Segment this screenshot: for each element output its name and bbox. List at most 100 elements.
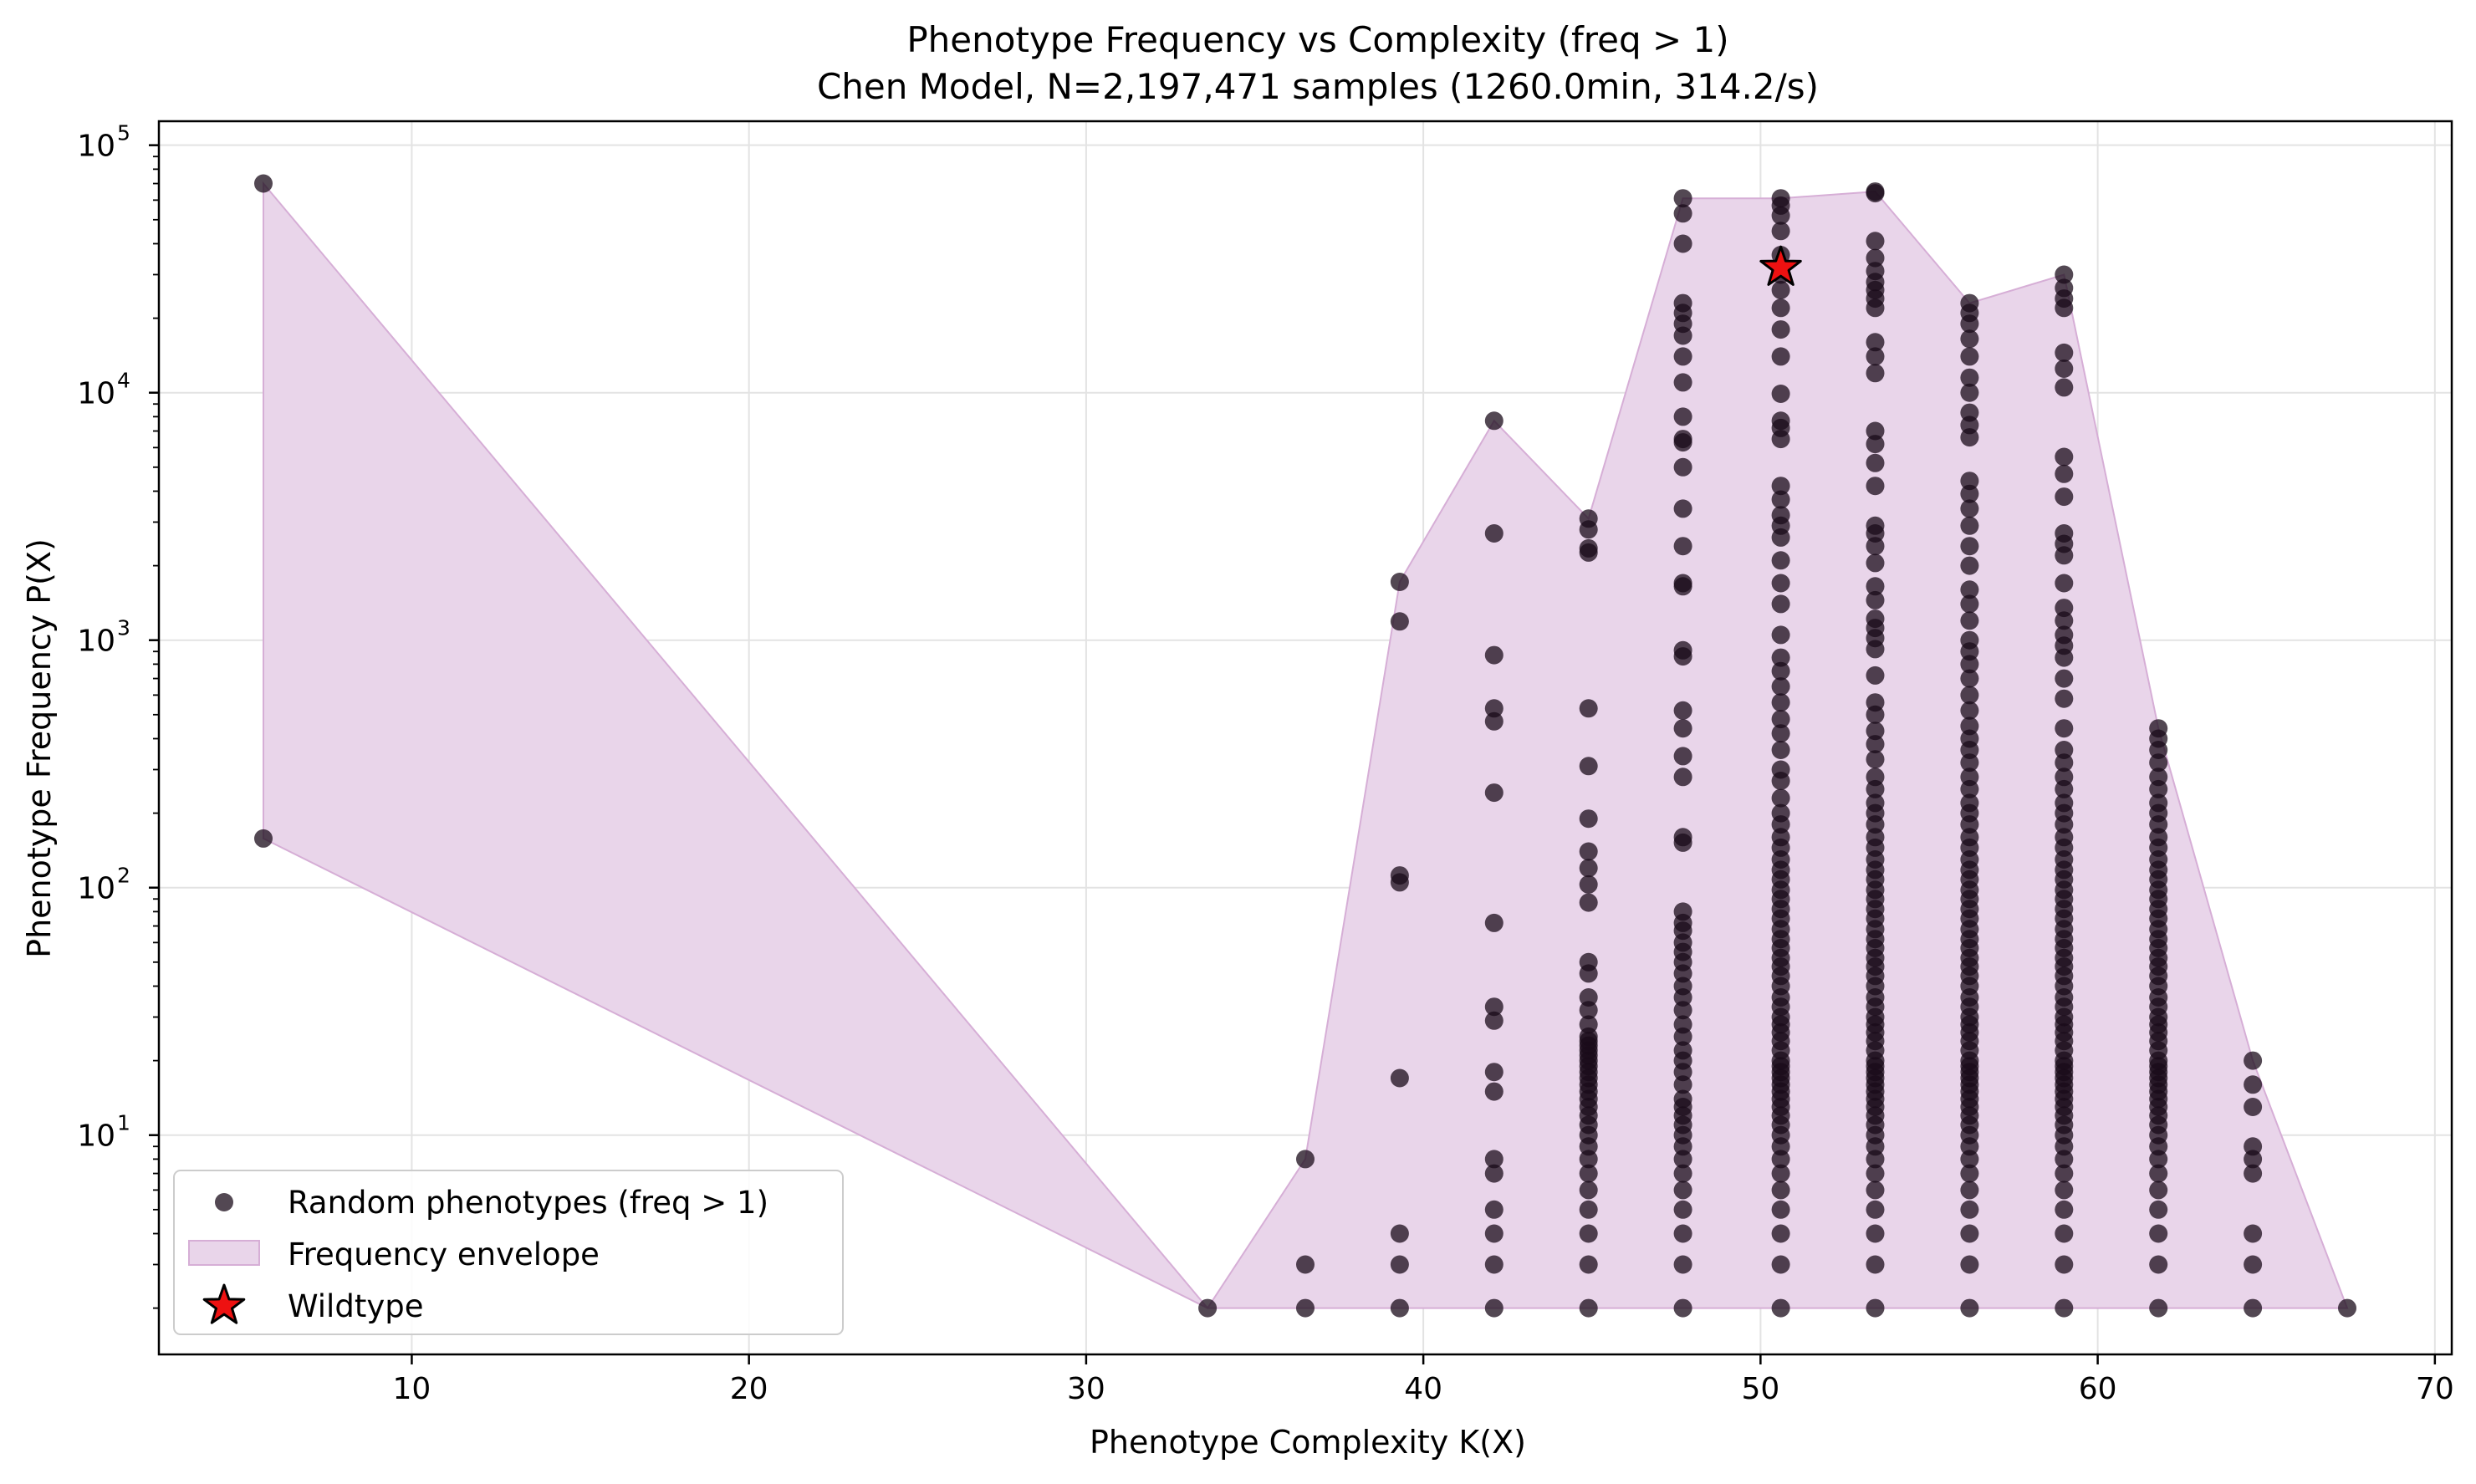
data-point [1673, 719, 1692, 738]
data-point [1771, 1181, 1790, 1200]
data-point [1960, 472, 1979, 491]
data-point [1866, 735, 1885, 754]
data-point [1484, 699, 1503, 718]
wildtype-star [1759, 245, 1802, 286]
data-point [1771, 1255, 1790, 1274]
data-point [1771, 760, 1790, 779]
data-point [1771, 280, 1790, 299]
data-point [1673, 640, 1692, 660]
data-point [2055, 524, 2074, 543]
data-point [2338, 1298, 2356, 1318]
x-tick-label: 10 [393, 1372, 431, 1406]
data-point [1771, 574, 1790, 593]
data-point [1771, 724, 1790, 743]
data-point [2055, 1150, 2074, 1169]
data-point [1960, 1181, 1979, 1200]
data-point [1960, 1298, 1979, 1318]
data-point [1579, 988, 1598, 1007]
data-point [2149, 1164, 2168, 1183]
data-point [1960, 767, 1979, 787]
data-point [1579, 859, 1598, 878]
data-point [1484, 1200, 1503, 1219]
data-point [1866, 1200, 1885, 1219]
data-point [1960, 1255, 1979, 1274]
data-point [1866, 693, 1885, 712]
data-point [2149, 1200, 2168, 1219]
data-point [1673, 1041, 1692, 1060]
data-point [1579, 1150, 1598, 1169]
data-point [2055, 753, 2074, 773]
data-point [1960, 1200, 1979, 1219]
data-point [1771, 222, 1790, 241]
data-point [1771, 710, 1790, 729]
data-point [1960, 347, 1979, 366]
y-tick-exponent: 2 [117, 864, 130, 888]
data-point [1484, 783, 1503, 803]
data-point [1771, 741, 1790, 759]
data-point [1390, 612, 1409, 631]
legend-label-wildtype: Wildtype [288, 1288, 423, 1324]
data-point [1771, 788, 1790, 808]
data-point [1960, 717, 1979, 736]
data-point [1960, 1150, 1979, 1169]
envelope-area [263, 181, 2349, 1310]
data-point [1866, 722, 1885, 741]
data-point [1579, 1224, 1598, 1243]
legend-label-points: Random phenotypes (freq > 1) [288, 1185, 768, 1221]
data-point [2055, 278, 2074, 298]
x-axis-label: Phenotype Complexity K(X) [1090, 1424, 1526, 1461]
data-point [1960, 516, 1979, 535]
data-point [1866, 590, 1885, 609]
data-point [1866, 477, 1885, 496]
data-point [1960, 329, 1979, 349]
data-point [1673, 828, 1692, 847]
data-point [1866, 262, 1885, 281]
x-tick-label: 30 [1067, 1372, 1105, 1406]
data-point [1960, 556, 1979, 575]
y-tick-label: 10 [77, 625, 115, 659]
data-point [1673, 204, 1692, 223]
data-point [2244, 1075, 2263, 1094]
data-point [2055, 447, 2074, 467]
data-point [1771, 411, 1790, 431]
data-point [1866, 577, 1885, 596]
data-point [1673, 977, 1692, 996]
data-point [2055, 1164, 2074, 1183]
data-point [1484, 1063, 1503, 1082]
data-point [2055, 1255, 2074, 1274]
data-point [1673, 1075, 1692, 1094]
data-point [1866, 1150, 1885, 1169]
data-point [1866, 1224, 1885, 1243]
data-point [1579, 1164, 1598, 1183]
data-point [1771, 1298, 1790, 1318]
data-point [1673, 1150, 1692, 1169]
data-point [1771, 594, 1790, 614]
data-point [1484, 1255, 1503, 1274]
data-point [1960, 368, 1979, 387]
data-point [1866, 182, 1885, 201]
data-point [1771, 551, 1790, 570]
data-point [1579, 1181, 1598, 1200]
y-tick-exponent: 4 [117, 369, 130, 393]
data-point [1771, 1200, 1790, 1219]
data-point [1390, 866, 1409, 885]
data-point [2149, 753, 2168, 773]
data-point [1866, 553, 1885, 573]
data-point [1484, 1150, 1503, 1169]
data-point [1484, 1082, 1503, 1101]
data-point [2055, 689, 2074, 708]
frequency-envelope [263, 181, 2349, 1310]
data-point [1673, 767, 1692, 787]
data-point [1484, 711, 1503, 731]
data-point [2244, 1298, 2263, 1318]
y-tick-exponent: 1 [117, 1111, 130, 1135]
data-point [1390, 1255, 1409, 1274]
data-point [1960, 686, 1979, 705]
data-point [254, 174, 273, 193]
data-point [1673, 407, 1692, 426]
data-point [2055, 360, 2074, 378]
data-point [1866, 767, 1885, 787]
data-point [2055, 625, 2074, 645]
data-point [1960, 701, 1979, 720]
